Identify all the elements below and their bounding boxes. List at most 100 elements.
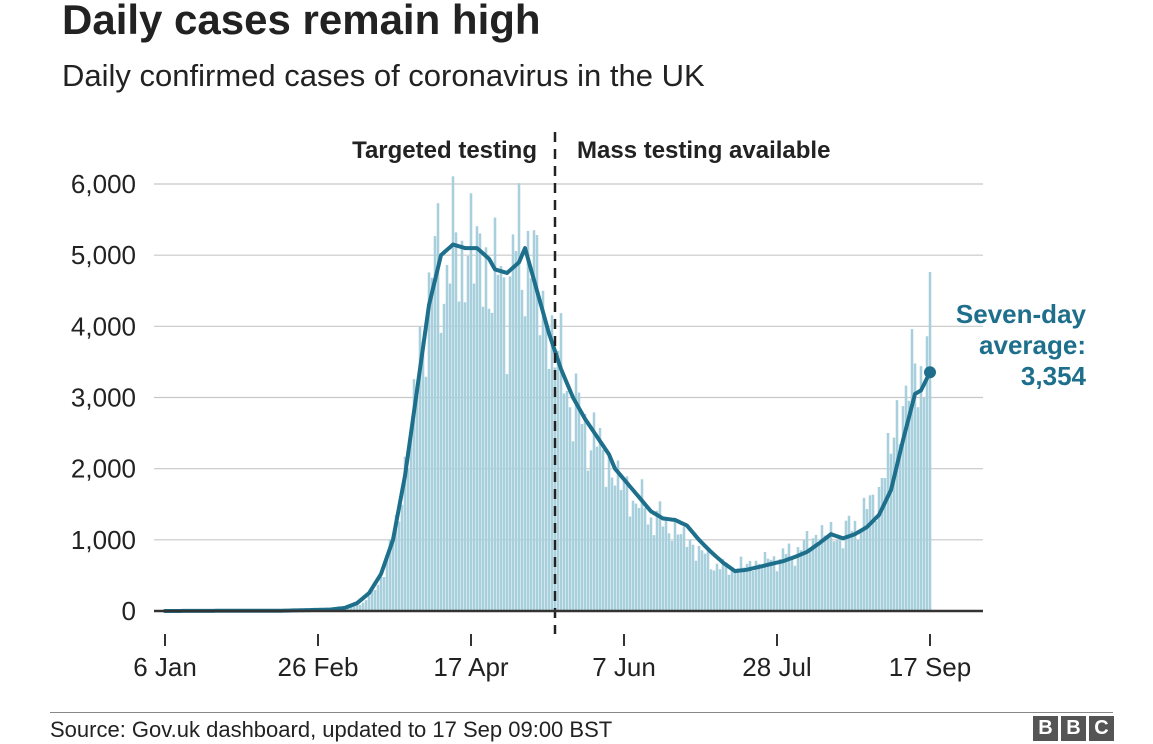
daily-bar [388, 539, 392, 611]
daily-bar [883, 478, 887, 611]
daily-bar [460, 240, 464, 611]
daily-bar [631, 500, 635, 611]
footer-rule [50, 712, 1113, 713]
period-label-targeted: Targeted testing [352, 137, 537, 164]
daily-bar [871, 494, 875, 611]
annotation-line: Seven-day [956, 299, 1087, 329]
daily-bar [487, 308, 491, 611]
daily-bar [559, 313, 563, 611]
daily-bar [730, 567, 734, 611]
daily-bar [682, 526, 686, 611]
daily-bar [397, 521, 401, 611]
daily-bar [424, 376, 428, 611]
daily-bar [688, 539, 692, 611]
daily-bar [505, 373, 509, 611]
daily-bar [781, 548, 785, 611]
daily-bar [409, 427, 413, 611]
daily-bar [412, 379, 416, 611]
daily-bar [520, 289, 524, 611]
daily-bar [928, 272, 932, 611]
x-tick-label: 6 Jan [133, 652, 197, 682]
daily-bar [766, 558, 770, 611]
daily-bar [586, 470, 590, 611]
y-tick-label: 1,000 [71, 525, 136, 555]
daily-bar [826, 537, 830, 611]
daily-bar [514, 251, 518, 611]
daily-bar [445, 264, 449, 611]
daily-bar [832, 541, 836, 611]
daily-bar [439, 332, 443, 611]
daily-bar [421, 341, 425, 611]
daily-bar [382, 577, 386, 611]
daily-bar [346, 606, 350, 611]
daily-bar [355, 604, 359, 611]
daily-bar [403, 456, 407, 611]
daily-bar [625, 476, 629, 611]
daily-bar [622, 478, 626, 611]
daily-bar [709, 569, 713, 611]
daily-bar [763, 552, 767, 611]
daily-bar [784, 553, 788, 611]
daily-bar [694, 560, 698, 611]
daily-bar [820, 525, 824, 611]
daily-bar [535, 235, 539, 611]
daily-bar [634, 503, 638, 611]
daily-bar [892, 437, 896, 611]
daily-bar [664, 518, 668, 611]
daily-bar [532, 230, 536, 611]
daily-bar [799, 550, 803, 611]
daily-bar [613, 485, 617, 611]
y-tick-label: 6,000 [71, 169, 136, 199]
daily-bar [835, 540, 839, 611]
daily-bar [442, 303, 446, 611]
daily-bar [886, 432, 890, 611]
daily-bar [490, 312, 494, 611]
daily-bar [727, 574, 731, 611]
daily-bar [847, 515, 851, 611]
daily-bar [466, 255, 470, 611]
daily-bar [391, 540, 395, 611]
daily-bar [748, 560, 752, 611]
daily-bar [352, 604, 356, 611]
daily-bar [802, 540, 806, 611]
daily-bar [769, 559, 773, 611]
daily-bar [493, 217, 497, 612]
daily-bar [538, 335, 542, 611]
daily-bar [418, 326, 422, 611]
daily-bar [580, 424, 584, 611]
daily-bar [544, 325, 548, 611]
daily-bar [364, 600, 368, 611]
daily-bar [889, 453, 893, 611]
daily-bar [385, 555, 389, 611]
daily-bar [859, 532, 863, 611]
daily-bar [754, 560, 758, 611]
daily-bar [811, 538, 815, 611]
daily-bar [358, 605, 362, 611]
daily-bar [691, 544, 695, 611]
daily-bar [556, 350, 560, 611]
daily-bar [436, 203, 440, 611]
daily-bar [736, 568, 740, 611]
daily-bar [652, 535, 656, 611]
average-line-group [163, 242, 936, 613]
daily-bar [667, 533, 671, 611]
daily-bar [469, 193, 473, 611]
daily-bar [910, 329, 914, 611]
daily-bar [523, 316, 527, 611]
daily-bar [565, 390, 569, 611]
daily-bar [817, 543, 821, 611]
daily-bar [637, 508, 641, 611]
daily-bar [772, 556, 776, 611]
daily-bar [796, 547, 800, 611]
daily-bar [739, 556, 743, 611]
daily-bar [574, 373, 578, 611]
annotation-line: average: [979, 330, 1086, 360]
daily-bar [670, 540, 674, 611]
daily-bar [721, 559, 725, 611]
daily-bar [661, 526, 665, 611]
daily-bar [508, 276, 512, 611]
daily-bar [646, 524, 650, 611]
daily-bar [367, 596, 371, 611]
daily-bar [856, 539, 860, 611]
daily-bar [697, 545, 701, 611]
